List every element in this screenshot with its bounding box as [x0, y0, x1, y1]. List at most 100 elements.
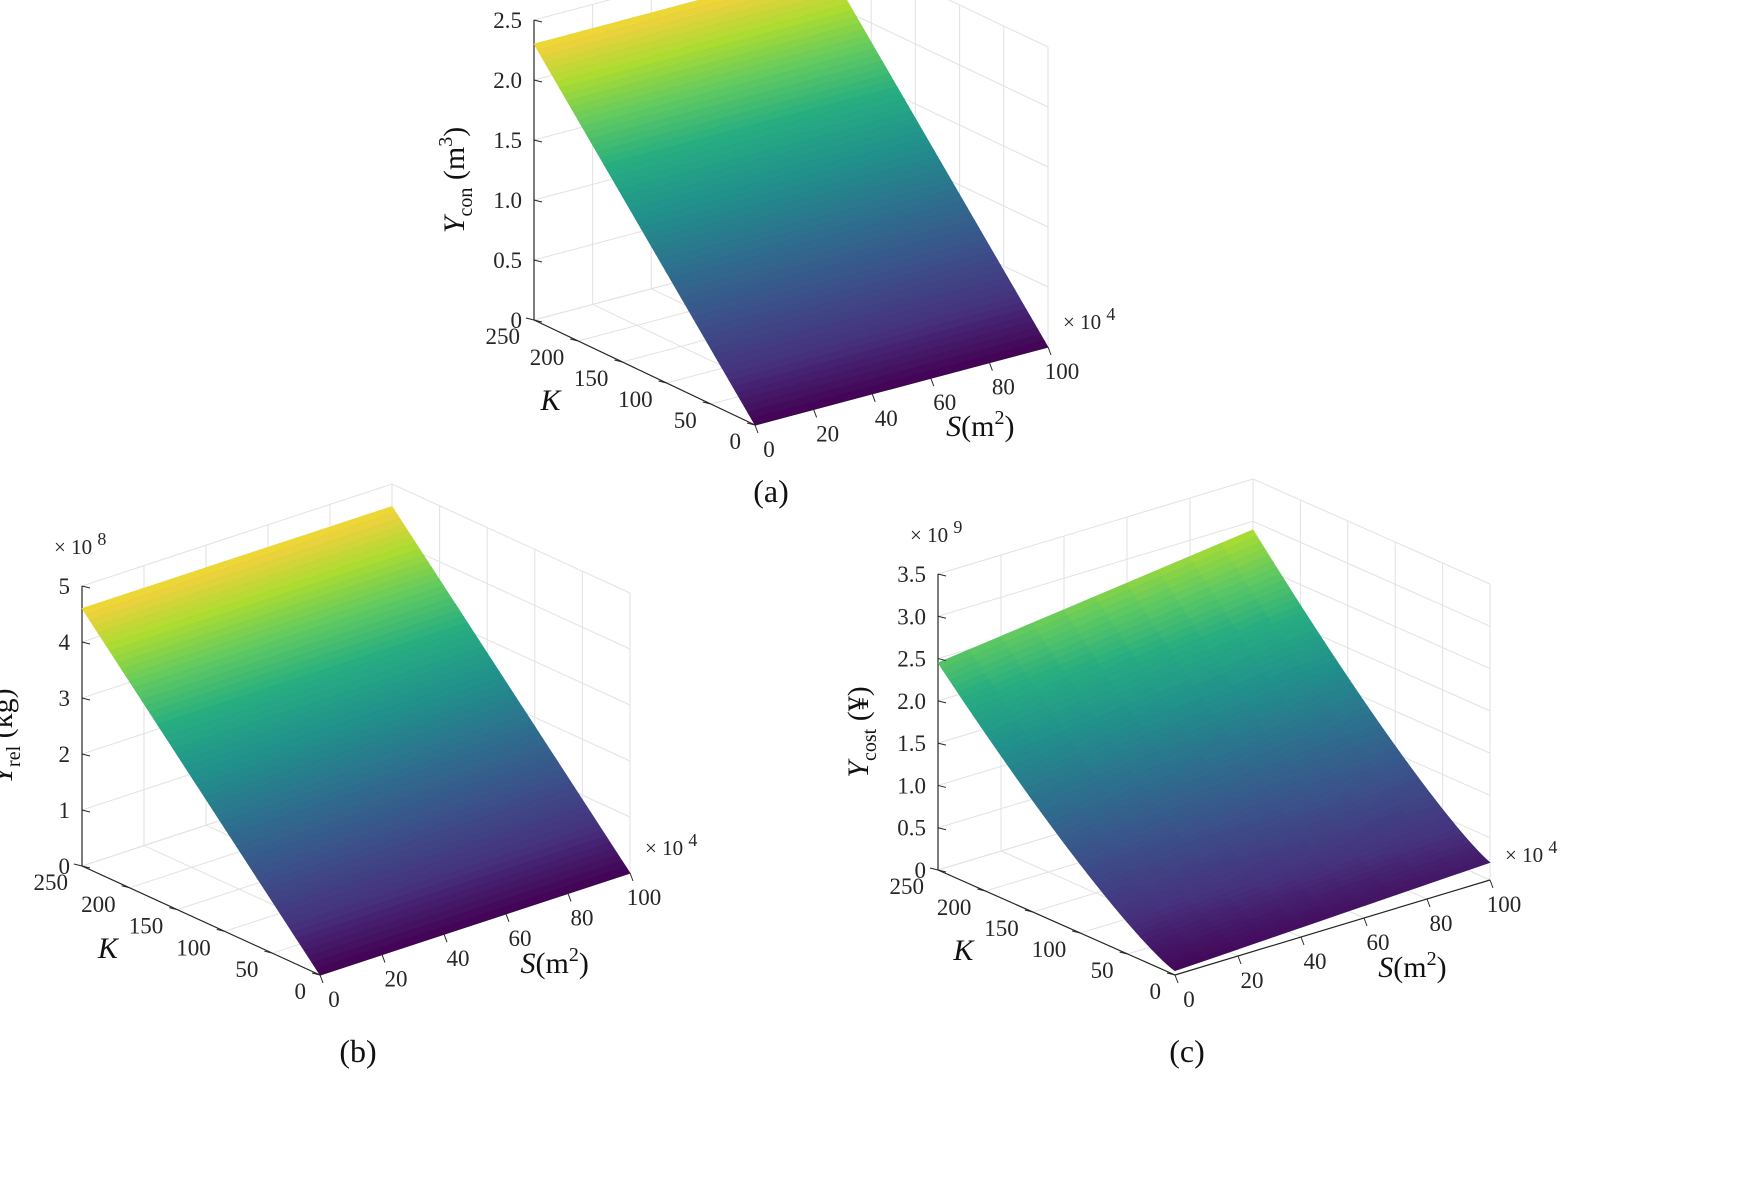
z-tick-label: 1.5	[897, 731, 926, 756]
z-tick-label: 3.5	[897, 562, 926, 587]
s-tick	[1047, 346, 1052, 356]
z-tick-label: 0.5	[897, 816, 926, 841]
k-tick-label: 50	[235, 957, 258, 982]
s-tick	[1300, 936, 1305, 946]
surface	[533, 0, 1049, 426]
mesh-line	[1174, 862, 1491, 972]
k-tick-label: 0	[295, 979, 307, 1004]
k-axis-line	[937, 869, 1176, 976]
k-tick-label: 250	[890, 874, 925, 899]
mesh-line	[319, 872, 631, 976]
k-tick	[1119, 951, 1128, 955]
s-tick	[871, 393, 876, 402]
s-tick	[505, 913, 510, 922]
k-tick-label: 250	[486, 324, 521, 349]
k-axis-line	[81, 865, 321, 976]
z-tick	[81, 809, 91, 813]
z-tick	[533, 79, 543, 83]
z-tick	[533, 319, 543, 323]
s-tick-label: 100	[1045, 359, 1080, 384]
z-tick-label: 4	[59, 630, 71, 655]
k-tick	[1166, 972, 1176, 976]
s-multiplier: × 10 4	[645, 830, 697, 860]
k-tick-label: 150	[574, 366, 609, 391]
s-tick-label: 40	[447, 946, 470, 971]
k-tick-label: 0	[730, 429, 742, 454]
k-axis-label: K	[952, 934, 975, 967]
s-tick	[1426, 898, 1431, 908]
k-axis-label: K	[540, 384, 563, 417]
z-tick-label: 5	[59, 574, 71, 599]
k-tick-label: 50	[674, 408, 697, 433]
s-tick-label: 80	[1430, 911, 1453, 936]
k-tick	[1024, 909, 1033, 913]
k-tick	[929, 867, 939, 871]
s-tick	[319, 974, 324, 984]
s-tick	[381, 954, 386, 963]
z-tick	[937, 700, 947, 704]
k-tick	[169, 907, 178, 911]
s-tick-label: 20	[816, 421, 839, 446]
s-tick-label: 60	[933, 390, 956, 415]
k-tick	[977, 888, 986, 892]
k-axis-line	[533, 319, 756, 426]
z-tick-label: 3	[59, 686, 71, 711]
s-tick	[930, 378, 935, 387]
k-tick-label: 250	[34, 870, 69, 895]
panel-caption: (a)	[753, 473, 789, 509]
s-tick	[1489, 879, 1494, 889]
surface	[937, 529, 1491, 972]
k-tick	[702, 401, 711, 405]
k-tick	[121, 885, 130, 889]
z-tick	[533, 259, 543, 263]
s-tick	[988, 362, 993, 371]
z-tick	[533, 19, 543, 23]
z-tick-label: 2.5	[493, 8, 522, 33]
z-tick	[81, 585, 91, 589]
z-tick	[937, 742, 947, 746]
k-tick	[216, 928, 225, 932]
s-tick-label: 20	[385, 967, 408, 992]
z-tick-label: 0	[511, 308, 523, 333]
z-tick	[937, 658, 947, 662]
z-tick-label: 1.0	[897, 773, 926, 798]
k-tick	[73, 863, 83, 867]
z-tick-label: 2.0	[897, 689, 926, 714]
k-tick-label: 100	[618, 387, 653, 412]
grid-line	[533, 0, 1049, 48]
z-tick	[81, 641, 91, 645]
k-tick-label: 200	[530, 345, 565, 370]
s-axis-label: S(m2)	[946, 407, 1014, 443]
s-tick-label: 0	[328, 987, 340, 1012]
z-tick	[937, 573, 947, 577]
s-tick	[1363, 917, 1368, 927]
z-multiplier: × 10 9	[910, 517, 962, 547]
z-tick-label: 0	[59, 854, 71, 879]
z-tick	[937, 784, 947, 788]
z-tick-label: 1.5	[493, 128, 522, 153]
k-tick-label: 100	[1032, 937, 1067, 962]
surface-patch	[594, 866, 631, 884]
s-multiplier: × 10 4	[1505, 837, 1557, 867]
s-tick	[1174, 974, 1179, 984]
z-tick-label: 1	[59, 798, 71, 823]
s-axis-label: S(m2)	[521, 944, 589, 980]
z-tick-label: 3.0	[897, 604, 926, 629]
k-tick	[614, 359, 623, 363]
s-tick-label: 40	[875, 406, 898, 431]
s-tick-label: 60	[1367, 930, 1390, 955]
k-tick	[1072, 930, 1081, 934]
z-tick	[81, 753, 91, 757]
surface-patch	[1014, 340, 1049, 356]
s-tick-label: 0	[763, 437, 775, 462]
s-axis-label: S(m2)	[1378, 948, 1446, 984]
z-tick-label: 0.5	[493, 248, 522, 273]
z-axis-label: Yrel (kg)	[0, 688, 25, 783]
k-tick-label: 0	[1150, 979, 1162, 1004]
s-tick	[629, 872, 634, 882]
panel-caption: (b)	[339, 1033, 376, 1069]
k-tick	[525, 317, 535, 321]
k-tick-label: 200	[937, 895, 972, 920]
axes	[937, 574, 1491, 976]
